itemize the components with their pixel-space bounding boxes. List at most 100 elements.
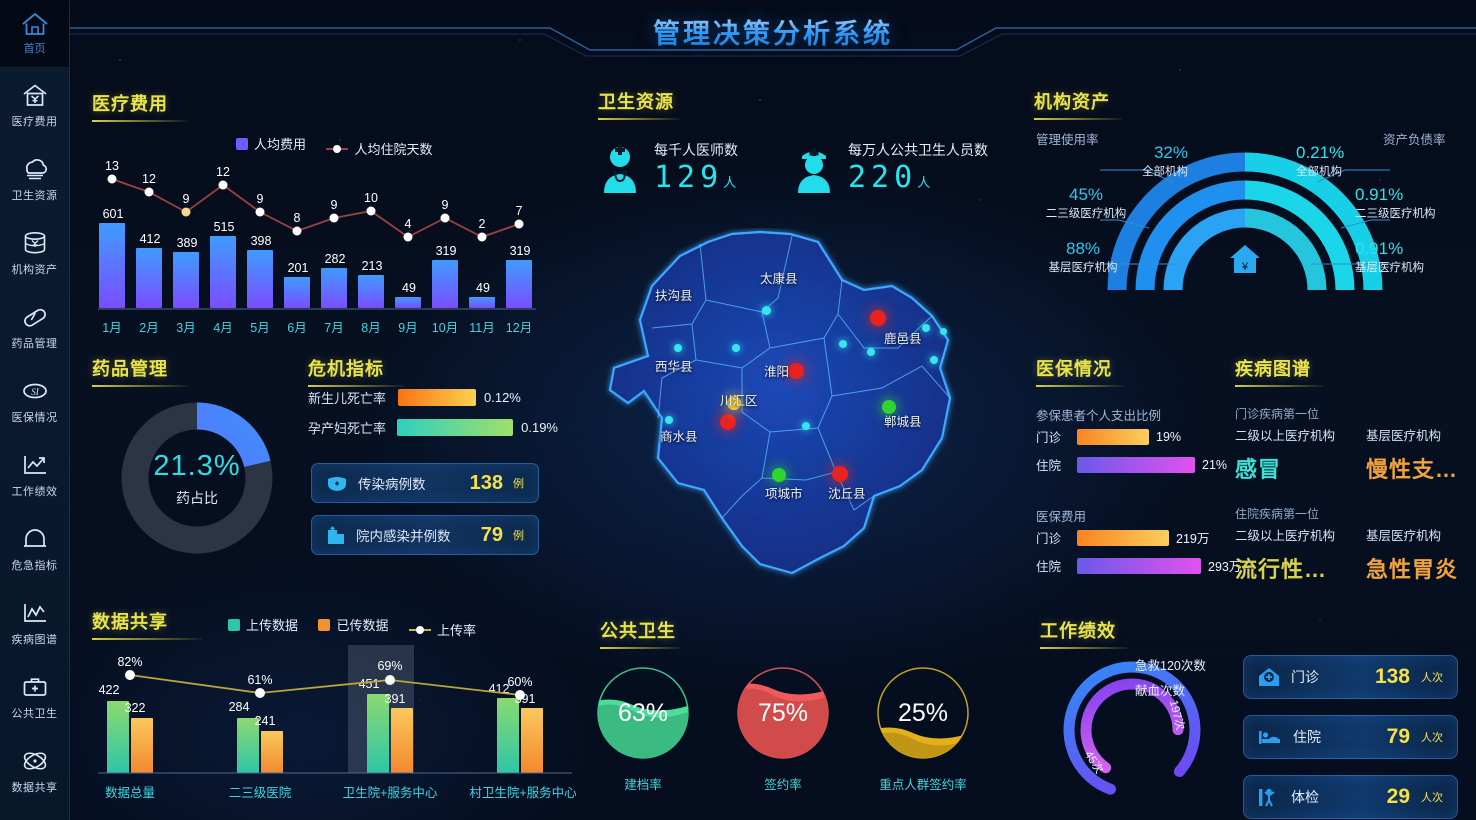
stat-card-label: 体检 (1291, 789, 1319, 805)
insurance-row-value: 293万 (1208, 560, 1242, 574)
assets-label: 二三级医疗机构 (1045, 208, 1127, 220)
crisis-pill-nosocomial[interactable]: 院内感染并例数 79 例 (311, 515, 539, 555)
sidebar-item-medical-cost[interactable]: 医疗费用 (0, 68, 69, 142)
bar (391, 708, 413, 773)
map-dot[interactable] (930, 356, 938, 364)
page-section-title: 工作绩效 (1040, 621, 1116, 641)
legend-item[interactable]: 已传数据 (318, 615, 388, 634)
liquid-fill-icon: 63% (597, 667, 689, 759)
map-dot[interactable] (762, 306, 771, 315)
bar-value: 391 (384, 692, 406, 706)
assets-value: 0.91% (1355, 239, 1404, 258)
map-region-label: 项城市 (765, 487, 803, 501)
stat-card-value: 29 (1386, 785, 1410, 808)
sidebar-item-data-share[interactable]: 数据共享 (0, 734, 69, 808)
liquid-gauge[interactable]: 75% 签约率 (735, 665, 831, 793)
map-dot[interactable] (674, 344, 682, 352)
disease-group-outpatient: 门诊疾病第一位 二级以上医疗机构 感冒 基层医疗机构 慢性支… (1235, 405, 1475, 484)
bar (131, 718, 153, 773)
title-underline (1036, 385, 1124, 387)
page-section-title: 卫生资源 (598, 92, 674, 112)
x-axis-label: 村卫生院+服务中心 (469, 786, 577, 800)
map-dot-alert[interactable] (788, 363, 804, 379)
map-dot-alert[interactable] (720, 414, 736, 430)
institution-asset-icon (24, 231, 45, 253)
legend-label: 上传率 (436, 623, 476, 638)
crisis-pill-unit: 例 (513, 530, 524, 542)
legend-label: 上传数据 (246, 618, 299, 633)
bar-value: 601 (102, 207, 124, 221)
crisis-bar-fill (398, 389, 476, 406)
crisis-title-block: 危机指标 (308, 355, 404, 387)
stat-card-label: 住院 (1293, 729, 1321, 745)
x-axis-label: 6月 (287, 321, 307, 335)
sidebar-item-institution-asset[interactable]: 机构资产 (0, 216, 69, 290)
page-section-title: 数据共享 (92, 612, 168, 632)
bar (107, 701, 129, 773)
legend-item[interactable]: 人均住院天数 (326, 139, 432, 158)
crisis-pill-infectious[interactable]: 传染病例数 138 例 (311, 463, 539, 503)
assets-value: 45% (1068, 185, 1104, 204)
map-dot[interactable] (922, 324, 930, 332)
line-value: 12 (142, 172, 156, 186)
page-section-title: 疾病图谱 (1235, 359, 1311, 379)
bar (321, 268, 347, 308)
data-share-icon (23, 751, 46, 770)
donut-icon (121, 402, 273, 554)
map-dot[interactable] (802, 422, 810, 430)
legend-item[interactable]: 人均费用 (236, 134, 306, 153)
stat-card-outpatient[interactable]: 门诊 138 人次 (1243, 655, 1458, 699)
legend-item[interactable]: 上传率 (408, 620, 476, 639)
title-underline (1040, 647, 1128, 649)
health-resource-icon (25, 158, 47, 179)
sidebar-item-disease-map[interactable]: 疾病图谱 (0, 586, 69, 660)
sidebar-item-insurance[interactable]: SI 医保情况 (0, 364, 69, 438)
legend-item[interactable]: 上传数据 (228, 615, 298, 634)
bar-value: 412 (139, 232, 161, 246)
crisis-bar-value: 0.19% (521, 420, 558, 435)
legend-label: 人均住院天数 (354, 142, 433, 157)
bar (367, 694, 389, 773)
gauge-label: 建档率 (624, 778, 662, 792)
map-dot-ok[interactable] (772, 468, 786, 482)
map-dot-warn[interactable] (727, 396, 741, 410)
legend-line-icon (326, 144, 349, 153)
crisis-icon (23, 528, 46, 547)
performance-arc-icon (1063, 661, 1201, 799)
sidebar-item-home[interactable]: 首页 (0, 0, 69, 68)
bar (261, 731, 283, 773)
bar (432, 260, 458, 308)
map-dot-ok[interactable] (882, 400, 896, 414)
insurance-row: 门诊 19% (1036, 427, 1236, 446)
stat-card-unit: 人次 (1421, 792, 1443, 804)
health-resource-unit: 人 (723, 175, 737, 190)
liquid-gauge[interactable]: 25% 重点人群签约率 (875, 665, 971, 793)
map-dot[interactable] (940, 328, 947, 335)
sidebar-item-health-resource[interactable]: 卫生资源 (0, 142, 69, 216)
map-dot-alert[interactable] (832, 466, 848, 482)
bar (99, 223, 125, 308)
liquid-fill-icon: 25% (877, 667, 969, 759)
liquid-gauge[interactable]: 63% 建档率 (595, 665, 691, 793)
sidebar-item-label: 医保情况 (11, 411, 58, 424)
crisis-bar-label: 孕产妇死亡率 (308, 421, 387, 436)
sidebar-item-public-health[interactable]: 公共卫生 (0, 660, 69, 734)
sidebar-item-performance[interactable]: 工作绩效 (0, 438, 69, 512)
bar-value: 322 (124, 701, 146, 715)
sidebar-item-crisis[interactable]: 危急指标 (0, 512, 69, 586)
region-map[interactable]: 扶沟县 太康县 西华县 淮阳 川汇区 商水县 鹿邑县 郸城县 项城市 沈丘县 (592, 228, 992, 598)
assets-right-item: 0.91% 二三级医疗机构 (1355, 185, 1475, 221)
svg-text:¥: ¥ (1241, 261, 1249, 273)
map-dot[interactable] (867, 348, 875, 356)
sidebar-item-drug-management[interactable]: 药品管理 (0, 290, 69, 364)
map-dot[interactable] (665, 416, 673, 424)
stat-card-inpatient[interactable]: 住院 79 人次 (1243, 715, 1458, 759)
performance-icon (23, 455, 46, 474)
assets-left-item: 45% 二三级医疗机构 (1030, 185, 1142, 221)
map-dot[interactable] (839, 340, 847, 348)
map-dot[interactable] (732, 344, 740, 352)
disease-name: 急性胃炎 (1365, 557, 1458, 582)
stat-card-checkup[interactable]: 体检 29 人次 (1243, 775, 1458, 819)
mask-icon (328, 477, 346, 491)
map-dot-alert[interactable] (870, 310, 886, 326)
